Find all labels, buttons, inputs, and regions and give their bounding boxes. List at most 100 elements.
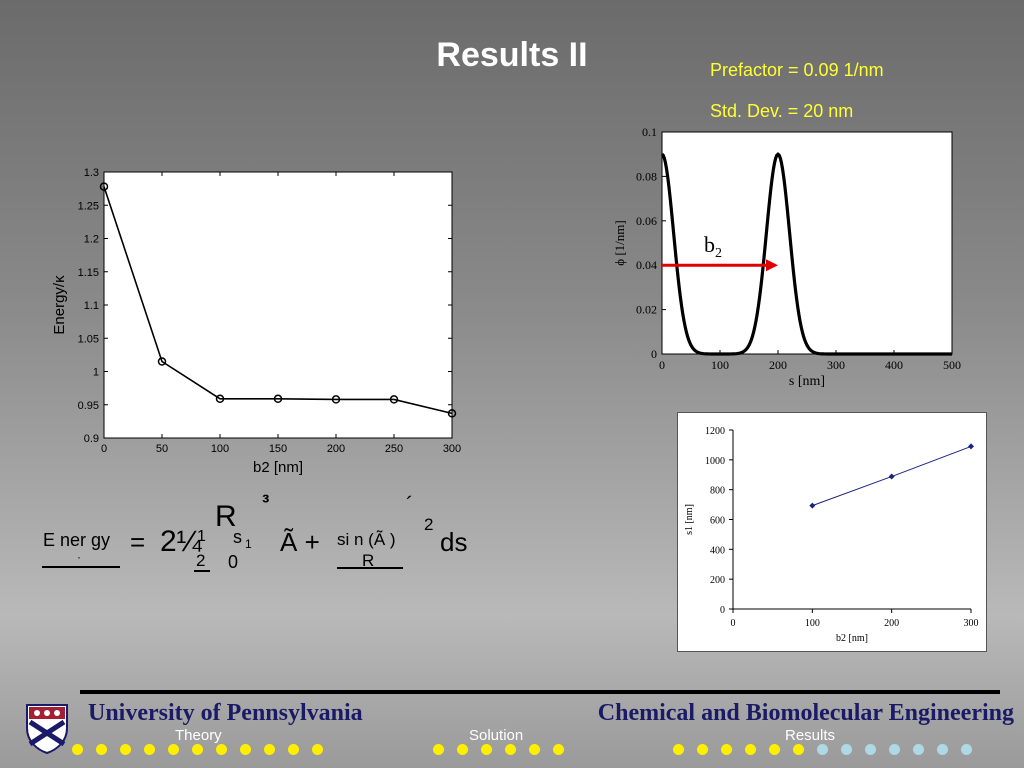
nav-progress-dot[interactable] <box>793 744 804 755</box>
x-tick-label: 0 <box>101 443 107 455</box>
nav-progress-dot[interactable] <box>961 744 972 755</box>
b2-arrow-head <box>766 259 778 272</box>
equation-fraction-numerator: si n (Ã ) <box>337 530 396 549</box>
y-tick-label: 1200 <box>705 426 725 437</box>
nav-progress-dot[interactable] <box>72 744 83 755</box>
y-tick-label: 800 <box>710 486 725 497</box>
equation-prime: ´ <box>406 492 414 517</box>
equation-lower-limit: 0 <box>228 552 239 572</box>
footer-divider <box>80 690 1000 694</box>
nav-solution[interactable]: Solution <box>469 727 524 744</box>
nav-progress-dot[interactable] <box>264 744 275 755</box>
b2-label-subscript: 2 <box>715 246 722 261</box>
x-tick-label: 200 <box>769 358 787 372</box>
nav-progress-dot[interactable] <box>481 744 492 755</box>
y-tick-label: 0.04 <box>636 258 657 272</box>
nav-progress-dot[interactable] <box>168 744 179 755</box>
equation-fraction-bar <box>337 567 403 569</box>
x-tick-label: 300 <box>964 618 979 629</box>
energy-chart-svg: 0 50 100 150 200 250 300 0.9 0.95 1 1.05 1.1 1.15 1.2… <box>51 167 461 476</box>
nav-results[interactable]: Results <box>785 727 836 744</box>
data-point <box>447 409 457 418</box>
phi-series-line <box>660 152 952 356</box>
nav-progress-dot[interactable] <box>288 744 299 755</box>
nav-progress-dot[interactable] <box>216 744 227 755</box>
equation-fraction-denominator: R <box>362 551 375 570</box>
nav-progress-dot[interactable] <box>457 744 468 755</box>
std-dev-text: Std. Dev. = 20 nm <box>710 101 854 121</box>
y-tick-label: 1.25 <box>78 200 99 212</box>
solution-progress-dots <box>433 742 577 756</box>
equation-equals: = <box>130 527 146 557</box>
y-tick-label: 1.15 <box>78 267 99 279</box>
y-axis-label: ϕ [1/nm] <box>612 220 627 265</box>
nav-progress-dot[interactable] <box>913 744 924 755</box>
x-tick-label: 200 <box>327 443 345 455</box>
energy-chart: 0 50 100 150 200 250 300 0.9 0.95 1 1.05 1.1 1.15 1.2… <box>40 160 480 480</box>
y-tick-label: 1000 <box>705 456 725 467</box>
equation-lhs-bar <box>42 566 120 568</box>
x-tick-label: 0 <box>659 358 665 372</box>
y-tick-label: 1.05 <box>78 333 99 345</box>
equation-ds: ds <box>440 527 468 557</box>
x-tick-label: 250 <box>385 443 403 455</box>
results-progress-dots <box>673 742 985 756</box>
department-name: Chemical and Biomolecular Engineering <box>597 700 1014 726</box>
equation-coef-bar <box>194 570 210 572</box>
x-tick-label: 0 <box>731 618 736 629</box>
y-tick-label: 400 <box>710 545 725 556</box>
data-point <box>215 394 225 404</box>
nav-progress-dot[interactable] <box>505 744 516 755</box>
university-name: University of Pennsylvania <box>88 700 363 726</box>
equation-upper-limit: s <box>233 527 242 547</box>
nav-progress-dot[interactable] <box>192 744 203 755</box>
data-point <box>968 443 974 450</box>
nav-progress-dot[interactable] <box>312 744 323 755</box>
y-tick-label: 1.1 <box>84 300 99 312</box>
phi-chart: 0 100 200 300 400 500 0 0.02 0.04 0.06 0.08 0.1 b2 s … <box>600 120 980 400</box>
nav-progress-dot[interactable] <box>553 744 564 755</box>
x-tick-label: 500 <box>943 358 961 372</box>
nav-progress-dot[interactable] <box>721 744 732 755</box>
nav-progress-dot[interactable] <box>769 744 780 755</box>
nav-theory[interactable]: Theory <box>175 727 222 744</box>
nav-progress-dot[interactable] <box>144 744 155 755</box>
equation-lhs-numerator: E ner gy <box>43 530 111 550</box>
y-tick-label: 0 <box>720 605 725 616</box>
x-tick-label: 150 <box>269 443 287 455</box>
phi-chart-svg: 0 100 200 300 400 50000.020.040.060.080.1b2s … <box>612 125 961 389</box>
page-title: Results II <box>436 36 588 74</box>
nav-progress-dot[interactable] <box>96 744 107 755</box>
x-tick-label: 300 <box>827 358 845 372</box>
nav-progress-dot[interactable] <box>865 744 876 755</box>
penn-shield-logo <box>24 702 70 755</box>
equation-coef-sub: 2 <box>196 551 206 570</box>
y-tick-label: 0.02 <box>636 303 657 317</box>
s1-chart: 0 100 200 300 0 200 400 600 800 1000 1200 b2 [nm] s1… <box>677 412 987 652</box>
nav-progress-dot[interactable] <box>817 744 828 755</box>
nav-progress-dot[interactable] <box>673 744 684 755</box>
y-tick-label: 0.9 <box>84 433 99 445</box>
nav-progress-dot[interactable] <box>889 744 900 755</box>
nav-progress-dot[interactable] <box>937 744 948 755</box>
x-tick-label: 400 <box>885 358 903 372</box>
nav-progress-dot[interactable] <box>120 744 131 755</box>
data-point <box>389 395 399 404</box>
nav-progress-dot[interactable] <box>841 744 852 755</box>
y-tick-label: 0.08 <box>636 169 657 183</box>
y-tick-label: 0.1 <box>642 125 657 139</box>
nav-progress-dot[interactable] <box>697 744 708 755</box>
nav-progress-dot[interactable] <box>745 744 756 755</box>
x-tick-label: 100 <box>211 443 229 455</box>
y-axis-label: Energy/κ <box>51 275 68 335</box>
energy-series-line <box>103 186 453 415</box>
x-tick-label: 200 <box>884 618 899 629</box>
equation-coefficient: 2¼ <box>160 525 202 558</box>
nav-progress-dot[interactable] <box>433 744 444 755</box>
data-point <box>273 394 283 404</box>
nav-progress-dot[interactable] <box>529 744 540 755</box>
theory-progress-dots <box>72 742 336 756</box>
s1-chart-svg: 0 100 200 300 0 200 400 600 800 1000 1200 b2 [nm] s1… <box>684 426 979 644</box>
nav-progress-dot[interactable] <box>240 744 251 755</box>
x-tick-label: 300 <box>443 443 461 455</box>
